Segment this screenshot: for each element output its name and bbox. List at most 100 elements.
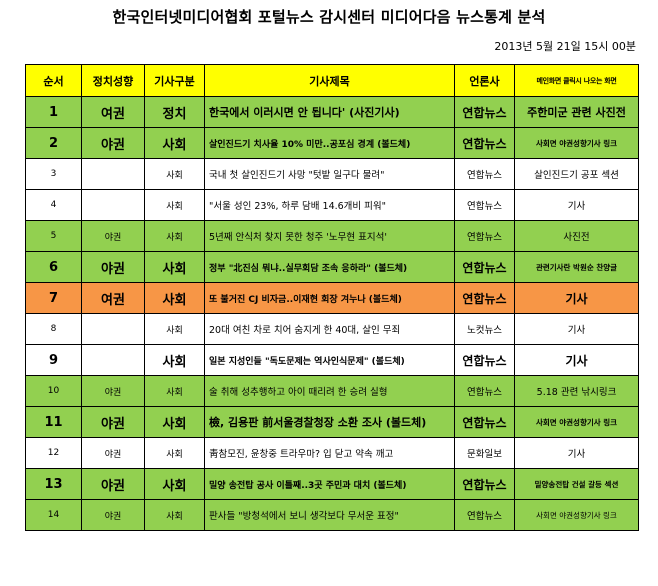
row-political-leaning: 야권 — [81, 127, 145, 159]
row-order: 14 — [25, 499, 82, 531]
row-article-title: 국내 첫 살인진드기 사망 "텃밭 일구다 물려" — [204, 158, 455, 190]
table-row: 11 야권 사회 檢, 김용판 前서울경찰청장 소환 조사 (볼드체) 연합뉴스… — [25, 406, 639, 438]
row-order: 12 — [25, 437, 82, 469]
row-category: 사회 — [144, 189, 205, 221]
row-political-leaning — [81, 158, 145, 190]
row-order: 5 — [25, 220, 82, 252]
row-main-screen: 주한미군 관련 사진전 — [514, 96, 639, 128]
row-category: 정치 — [144, 96, 205, 128]
row-category: 사회 — [144, 158, 205, 190]
row-article-title: 한국에서 이러시면 안 됩니다' (사진기사) — [204, 96, 455, 128]
row-category: 사회 — [144, 499, 205, 531]
row-order: 4 — [25, 189, 82, 221]
row-article-title: "서울 성인 23%, 하루 담배 14.6개비 피워" — [204, 189, 455, 221]
row-main-screen: 살인진드기 공포 섹션 — [514, 158, 639, 190]
row-category: 사회 — [144, 220, 205, 252]
row-order: 9 — [25, 344, 82, 376]
row-press: 연합뉴스 — [454, 468, 515, 500]
table-row: 10 야권 사회 술 취해 성추행하고 아이 때리려 한 승려 실형 연합뉴스 … — [25, 375, 639, 407]
row-article-title: 밀양 송전탑 공사 이틀째..3곳 주민과 대치 (볼드체) — [204, 468, 455, 500]
row-order: 1 — [25, 96, 82, 128]
row-press: 연합뉴스 — [454, 220, 515, 252]
table-row: 2 야권 사회 살인진드기 치사율 10% 미만..공포심 경계 (볼드체) 연… — [25, 127, 639, 159]
row-political-leaning: 야권 — [81, 406, 145, 438]
column-header-political-leaning: 정치성향 — [81, 64, 145, 97]
table-row: 1 여권 정치 한국에서 이러시면 안 됩니다' (사진기사) 연합뉴스 주한미… — [25, 96, 639, 128]
row-political-leaning: 여권 — [81, 96, 145, 128]
row-press: 연합뉴스 — [454, 406, 515, 438]
table-row: 7 여권 사회 또 불거진 CJ 비자금..이재현 회장 겨누나 (볼드체) 연… — [25, 282, 639, 314]
column-header-press: 언론사 — [454, 64, 515, 97]
row-main-screen: 사진전 — [514, 220, 639, 252]
row-category: 사회 — [144, 406, 205, 438]
row-main-screen: 밀양송전탑 건설 갈등 섹션 — [514, 468, 639, 500]
row-main-screen: 기사 — [514, 344, 639, 376]
row-order: 6 — [25, 251, 82, 283]
news-stats-table: 순서 정치성향 기사구분 기사제목 언론사 메인화면 클릭시 나오는 화면 1 … — [25, 64, 639, 531]
table-row: 14 야권 사회 판사들 "방청석에서 보니 생각보다 무서운 표정" 연합뉴스… — [25, 499, 639, 531]
row-main-screen: 기사 — [514, 313, 639, 345]
row-order: 11 — [25, 406, 82, 438]
row-category: 사회 — [144, 282, 205, 314]
row-article-title: 정부 "北진심 뭐냐..실무회담 조속 응하라" (볼드체) — [204, 251, 455, 283]
row-political-leaning — [81, 189, 145, 221]
row-main-screen: 기사 — [514, 189, 639, 221]
row-press: 연합뉴스 — [454, 158, 515, 190]
column-header-order: 순서 — [25, 64, 82, 97]
row-press: 연합뉴스 — [454, 127, 515, 159]
row-category: 사회 — [144, 127, 205, 159]
row-main-screen: 관련기사란 박원순 찬양글 — [514, 251, 639, 283]
row-main-screen: 사회면 야권성향기사 링크 — [514, 406, 639, 438]
row-political-leaning: 야권 — [81, 251, 145, 283]
row-press: 연합뉴스 — [454, 344, 515, 376]
row-article-title: 20대 여친 차로 치어 숨지게 한 40대, 살인 무죄 — [204, 313, 455, 345]
row-article-title: 靑참모진, 윤창중 트라우마? 입 닫고 약속 깨고 — [204, 437, 455, 469]
row-main-screen: 5.18 관련 낚시링크 — [514, 375, 639, 407]
row-political-leaning: 여권 — [81, 282, 145, 314]
row-political-leaning: 야권 — [81, 220, 145, 252]
row-political-leaning: 야권 — [81, 437, 145, 469]
row-press: 연합뉴스 — [454, 499, 515, 531]
row-main-screen: 기사 — [514, 282, 639, 314]
row-article-title: 또 불거진 CJ 비자금..이재현 회장 겨누나 (볼드체) — [204, 282, 455, 314]
row-order: 10 — [25, 375, 82, 407]
row-order: 8 — [25, 313, 82, 345]
row-press: 연합뉴스 — [454, 189, 515, 221]
row-article-title: 판사들 "방청석에서 보니 생각보다 무서운 표정" — [204, 499, 455, 531]
table-row: 4 사회 "서울 성인 23%, 하루 담배 14.6개비 피워" 연합뉴스 기… — [25, 189, 639, 221]
row-main-screen: 기사 — [514, 437, 639, 469]
row-press: 노컷뉴스 — [454, 313, 515, 345]
column-header-article-title: 기사제목 — [204, 64, 455, 97]
row-category: 사회 — [144, 344, 205, 376]
table-row: 12 야권 사회 靑참모진, 윤창중 트라우마? 입 닫고 약속 깨고 문화일보… — [25, 437, 639, 469]
row-political-leaning: 야권 — [81, 375, 145, 407]
row-article-title: 5년째 안식처 찾지 못한 청주 '노무현 표지석' — [204, 220, 455, 252]
row-press: 연합뉴스 — [454, 96, 515, 128]
row-category: 사회 — [144, 375, 205, 407]
table-row: 3 사회 국내 첫 살인진드기 사망 "텃밭 일구다 물려" 연합뉴스 살인진드… — [25, 158, 639, 190]
table-row: 8 사회 20대 여친 차로 치어 숨지게 한 40대, 살인 무죄 노컷뉴스 … — [25, 313, 639, 345]
row-order: 2 — [25, 127, 82, 159]
row-press: 연합뉴스 — [454, 251, 515, 283]
row-article-title: 일본 지성인들 "독도문제는 역사인식문제" (볼드체) — [204, 344, 455, 376]
table-row: 13 야권 사회 밀양 송전탑 공사 이틀째..3곳 주민과 대치 (볼드체) … — [25, 468, 639, 500]
table-header-row: 순서 정치성향 기사구분 기사제목 언론사 메인화면 클릭시 나오는 화면 — [25, 64, 639, 97]
row-category: 사회 — [144, 313, 205, 345]
row-political-leaning: 야권 — [81, 499, 145, 531]
row-category: 사회 — [144, 468, 205, 500]
page-title: 한국인터넷미디어협회 포털뉴스 감시센터 미디어다음 뉴스통계 분석 — [112, 8, 546, 26]
row-main-screen: 사회면 야권성향기사 링크 — [514, 127, 639, 159]
row-main-screen: 사회면 야권성향기사 링크 — [514, 499, 639, 531]
row-political-leaning — [81, 313, 145, 345]
row-order: 3 — [25, 158, 82, 190]
report-datetime: 2013년 5월 21일 15시 00분 — [494, 40, 636, 53]
row-press: 문화일보 — [454, 437, 515, 469]
row-press: 연합뉴스 — [454, 375, 515, 407]
table-row: 6 야권 사회 정부 "北진심 뭐냐..실무회담 조속 응하라" (볼드체) 연… — [25, 251, 639, 283]
row-article-title: 살인진드기 치사율 10% 미만..공포심 경계 (볼드체) — [204, 127, 455, 159]
row-category: 사회 — [144, 437, 205, 469]
table-row: 5 야권 사회 5년째 안식처 찾지 못한 청주 '노무현 표지석' 연합뉴스 … — [25, 220, 639, 252]
column-header-category: 기사구분 — [144, 64, 205, 97]
row-article-title: 술 취해 성추행하고 아이 때리려 한 승려 실형 — [204, 375, 455, 407]
row-political-leaning: 야권 — [81, 468, 145, 500]
